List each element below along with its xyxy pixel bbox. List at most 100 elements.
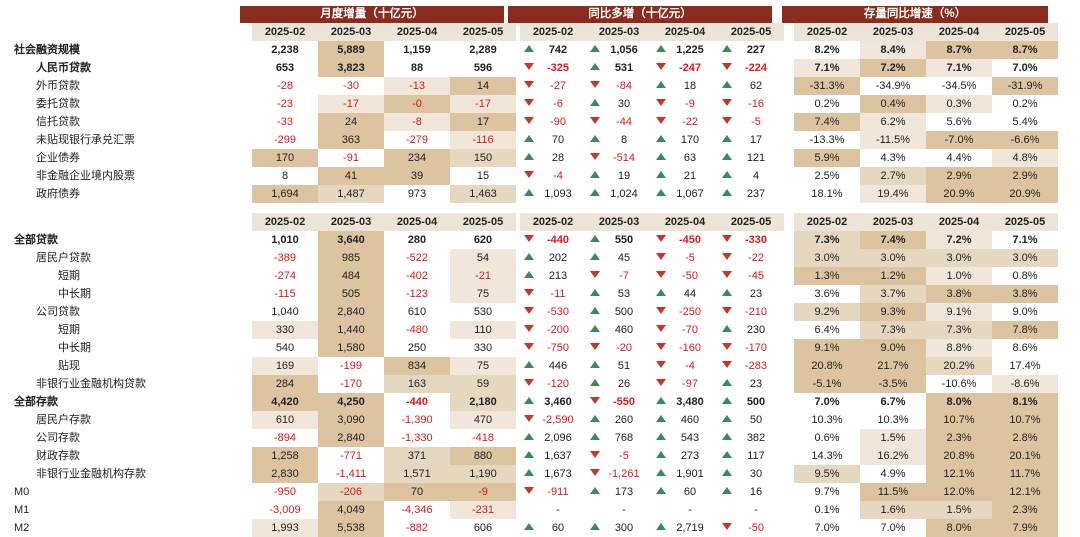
row-label: 非银行业金融机构存款 (36, 468, 146, 480)
monthly-value: 250 (384, 339, 450, 357)
arrow-down-icon (722, 523, 732, 530)
yoy-cell: -16 (718, 95, 784, 113)
stock-growth-value: 3.8% (992, 285, 1058, 303)
yoy-value: 230 (746, 324, 766, 336)
arrow-up-icon (722, 45, 732, 52)
gap (784, 465, 794, 483)
stock-growth-value: 7.0% (992, 59, 1058, 77)
monthly-value: 530 (450, 303, 516, 321)
yoy-cell: 8 (586, 131, 652, 149)
yoy-cell: 3,460 (520, 393, 586, 411)
yoy-value: -283 (744, 360, 768, 372)
stock-growth-value: 1.3% (794, 267, 860, 285)
gap (240, 303, 252, 321)
yoy-value: 1,024 (610, 188, 638, 200)
table-row: 公司存款 -894 2,840 -1,330 -418 2,096 768 543 382 0.6… (12, 429, 1058, 447)
arrow-down-icon (656, 361, 666, 368)
yoy-cell: 260 (586, 411, 652, 429)
arrow-up-icon (656, 469, 666, 476)
stock-growth-value: 14.3% (794, 447, 860, 465)
arrow-down-icon (722, 307, 732, 314)
yoy-value: 45 (617, 252, 631, 264)
stock-month-header: 2025-05 (992, 23, 1058, 41)
gap (240, 41, 252, 59)
arrow-up-icon (722, 81, 732, 88)
yoy-cell: -514 (586, 149, 652, 167)
section2-table: 2025-02 2025-03 2025-04 2025-05 2025-02 2025-… (12, 213, 1058, 537)
arrow-up-icon (722, 171, 732, 178)
monthly-value: 3,090 (318, 411, 384, 429)
arrow-up-icon (656, 397, 666, 404)
gap (784, 167, 794, 185)
gap (240, 501, 252, 519)
yoy-cell: 460 (652, 411, 718, 429)
stock-growth-value: 7.8% (992, 321, 1058, 339)
stock-growth-value: -34.5% (926, 77, 992, 95)
yoy-value: 44 (683, 288, 697, 300)
arrow-up-icon (656, 433, 666, 440)
row-label: 政府债券 (36, 188, 80, 200)
yoy-cell: 273 (652, 447, 718, 465)
yoy-value: - (556, 504, 560, 516)
arrow-down-icon (524, 171, 534, 178)
yoy-value: -250 (678, 306, 702, 318)
yoy-month-header: 2025-03 (586, 213, 652, 231)
arrow-up-icon (656, 487, 666, 494)
monthly-value: -299 (252, 131, 318, 149)
stock-growth-value: 2.9% (926, 167, 992, 185)
monthly-value: 330 (450, 339, 516, 357)
yoy-value: 768 (614, 432, 634, 444)
label-header-blank (12, 213, 240, 231)
monthly-value: 59 (450, 375, 516, 393)
arrow-up-icon (722, 325, 732, 332)
yoy-cell: -90 (520, 113, 586, 131)
yoy-cell: -5 (652, 249, 718, 267)
gap (784, 411, 794, 429)
stock-growth-value: 4.4% (926, 149, 992, 167)
arrow-up-icon (590, 253, 600, 260)
yoy-value: 1,093 (544, 188, 572, 200)
yoy-month-header: 2025-05 (718, 213, 784, 231)
monthly-value: 1,040 (252, 303, 318, 321)
yoy-cell: -247 (652, 59, 718, 77)
stock-growth-value: 17.4% (992, 357, 1058, 375)
arrow-up-icon (590, 189, 600, 196)
monthly-value: 1,463 (450, 185, 516, 203)
yoy-value: -7 (619, 270, 629, 282)
arrow-down-icon (524, 307, 534, 314)
stock-growth-value: -31.9% (992, 77, 1058, 95)
monthly-value: -115 (252, 285, 318, 303)
stock-month-header: 2025-02 (794, 23, 860, 41)
stock-growth-value: 8.1% (992, 393, 1058, 411)
arrow-down-icon (656, 325, 666, 332)
stock-growth-value: 9.0% (992, 303, 1058, 321)
arrow-up-icon (524, 271, 534, 278)
arrow-up-icon (590, 99, 600, 106)
monthly-value: -771 (318, 447, 384, 465)
row-label: 中长期 (58, 342, 91, 354)
stock-growth-value: 7.3% (860, 321, 926, 339)
arrow-down-icon (524, 63, 534, 70)
gap (240, 465, 252, 483)
yoy-cell: 2,096 (520, 429, 586, 447)
table-row: 非银行业金融机构存款 2,830 -1,411 1,571 1,190 1,673 -1,2… (12, 465, 1058, 483)
table-row: 贴现 169 -199 834 75 446 51 -4 -283 20.8% 21.7% 20.2%… (12, 357, 1058, 375)
arrow-down-icon (590, 397, 600, 404)
stock-growth-value: 0.6% (794, 429, 860, 447)
stock-growth-value: 0.1% (794, 501, 860, 519)
table-row: M2 1,993 5,538 -882 606 60 300 2,719 -50 7.0% 7.0%… (12, 519, 1058, 537)
gap (784, 357, 794, 375)
yoy-value: 460 (614, 324, 634, 336)
stock-growth-value: 1.0% (926, 267, 992, 285)
arrow-up-icon (722, 135, 732, 142)
gap (784, 185, 794, 203)
yoy-value: 273 (680, 450, 700, 462)
monthly-value: -418 (450, 429, 516, 447)
arrow-down-icon (590, 343, 600, 350)
row-label: 中长期 (58, 288, 91, 300)
yoy-value: 227 (746, 44, 766, 56)
stock-growth-value: 9.0% (860, 339, 926, 357)
stock-growth-value: 1.2% (860, 267, 926, 285)
yoy-value: 60 (683, 486, 697, 498)
arrow-up-icon (656, 45, 666, 52)
